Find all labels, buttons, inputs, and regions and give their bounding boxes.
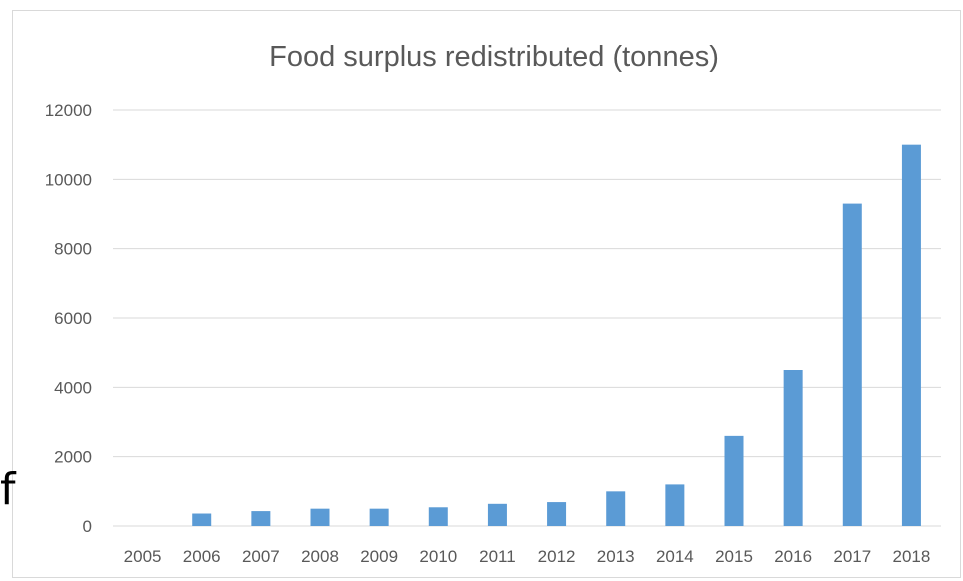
y-tick-label-4000: 4000	[54, 378, 92, 397]
y-tick-label-6000: 6000	[54, 309, 92, 328]
y-axis-tick-labels: 0 2000 4000 6000 8000 10000 12000	[45, 101, 92, 536]
chart-title: Food surplus redistributed (tonnes)	[269, 41, 719, 73]
bars	[192, 144, 921, 526]
x-tick-label-2011: 2011	[479, 547, 516, 566]
y-tick-label-0: 0	[83, 517, 92, 536]
y-tick-label-10000: 10000	[45, 170, 92, 189]
bar-2011	[487, 503, 507, 526]
x-tick-label-2016: 2016	[774, 547, 812, 566]
bar-2015	[724, 435, 744, 526]
bar-2006	[192, 513, 212, 526]
stray-text-fragment: f	[0, 464, 16, 515]
bar-2014	[665, 484, 685, 526]
gridlines	[113, 109, 941, 527]
chart-frame	[12, 10, 961, 578]
bar-2016	[783, 370, 803, 526]
bar-2010	[428, 507, 448, 526]
x-tick-label-2005: 2005	[124, 547, 162, 566]
x-tick-label-2015: 2015	[715, 547, 753, 566]
x-tick-label-2007: 2007	[242, 547, 280, 566]
y-tick-label-8000: 8000	[54, 240, 92, 259]
bar-2017	[842, 203, 862, 526]
x-tick-label-2010: 2010	[419, 547, 457, 566]
y-tick-label-2000: 2000	[54, 448, 92, 467]
x-tick-label-2006: 2006	[183, 547, 221, 566]
x-axis-tick-labels: 2005 2006 2007 2008 2009 2010 2011 2012 2013 2014…	[124, 547, 931, 566]
bar-2008	[310, 508, 330, 526]
x-tick-label-2014: 2014	[656, 547, 694, 566]
x-tick-label-2013: 2013	[597, 547, 635, 566]
bar-2007	[251, 511, 271, 526]
y-tick-label-12000: 12000	[45, 101, 92, 120]
bar-2013	[606, 491, 626, 526]
x-tick-label-2009: 2009	[360, 547, 398, 566]
x-tick-label-2008: 2008	[301, 547, 339, 566]
bar-2012	[547, 502, 567, 526]
x-tick-label-2017: 2017	[833, 547, 871, 566]
x-tick-label-2018: 2018	[893, 547, 931, 566]
bar-2018	[901, 144, 921, 526]
bar-2009	[369, 508, 389, 526]
x-tick-label-2012: 2012	[538, 547, 576, 566]
